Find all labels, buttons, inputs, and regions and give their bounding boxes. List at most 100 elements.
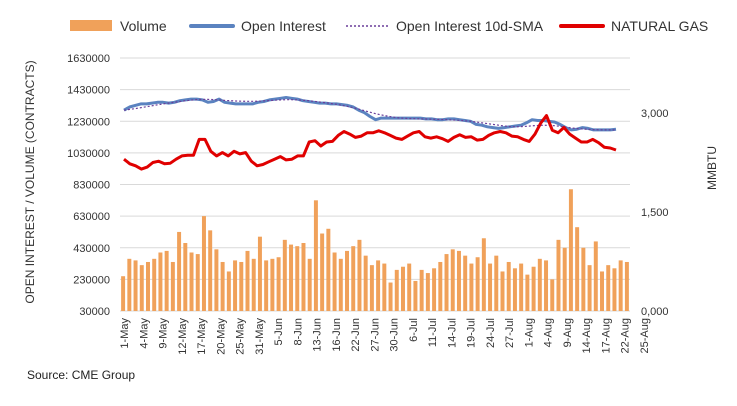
volume-bar xyxy=(332,252,337,311)
volume-bar xyxy=(438,261,443,311)
volume-bar xyxy=(276,257,281,311)
volume-bar xyxy=(158,252,163,311)
left-tick-label: 1430000 xyxy=(67,85,110,97)
volume-bar xyxy=(413,280,418,311)
volume-bar xyxy=(494,255,499,311)
volume-bar xyxy=(257,236,262,311)
volume-bar xyxy=(469,263,474,311)
volume-bar xyxy=(612,268,617,311)
volume-bar xyxy=(338,258,343,311)
volume-bar xyxy=(425,273,430,311)
volume-bar xyxy=(233,260,238,311)
volume-bar xyxy=(400,266,405,311)
x-tick-label: 11-Jul xyxy=(427,318,439,347)
volume-bar xyxy=(581,247,586,311)
left-tick-label: 1230000 xyxy=(67,116,110,128)
volume-bar xyxy=(624,261,629,311)
x-tick-label: 25-May xyxy=(235,318,247,355)
x-tick-label: 17-May xyxy=(196,318,208,355)
x-tick-label: 5-Jun xyxy=(273,318,285,346)
x-tick-label: 8-Jun xyxy=(292,318,304,346)
left-tick-label: 830000 xyxy=(73,180,110,192)
x-tick-label: 12-May xyxy=(177,318,189,355)
volume-bar xyxy=(506,261,511,311)
volume-bar xyxy=(600,271,605,311)
source-note: Source: CME Group xyxy=(27,368,136,382)
x-tick-label: 1-Aug xyxy=(523,318,535,347)
volume-bar xyxy=(544,260,549,311)
volume-bar xyxy=(419,269,424,311)
left-tick-label: 1030000 xyxy=(67,148,110,160)
volume-bar xyxy=(568,189,573,311)
volume-bar xyxy=(456,250,461,311)
volume-bar xyxy=(525,274,530,311)
volume-bar xyxy=(127,258,132,311)
volume-bar xyxy=(295,246,300,311)
volume-bar xyxy=(531,266,536,311)
x-tick-label: 27-Jun xyxy=(369,318,381,352)
volume-bar xyxy=(369,265,374,311)
volume-bar xyxy=(245,250,250,311)
x-tick-label: 1-May xyxy=(119,318,131,349)
volume-bar xyxy=(139,265,144,311)
open-interest-line xyxy=(123,96,617,132)
x-tick-label: 25-Aug xyxy=(639,318,651,353)
volume-bar xyxy=(475,257,480,311)
axes: OPEN INTEREST / VOLUME (CONTRACTS) MMBTU… xyxy=(23,53,719,355)
volume-bars xyxy=(121,189,629,311)
x-tick-label: 9-Aug xyxy=(562,318,574,347)
volume-bar xyxy=(562,247,567,311)
left-tick-label: 430000 xyxy=(73,243,110,255)
x-tick-label: 30-Jun xyxy=(389,318,401,352)
volume-bar xyxy=(556,239,561,311)
volume-bar xyxy=(239,261,244,311)
volume-bar xyxy=(345,250,350,311)
x-tick-label: 4-Aug xyxy=(543,318,555,347)
volume-bar xyxy=(208,230,213,311)
volume-bar xyxy=(307,258,312,311)
volume-bar xyxy=(121,276,126,311)
x-tick-label: 22-Jun xyxy=(350,318,362,352)
volume-bar xyxy=(481,238,486,311)
volume-bar xyxy=(301,243,306,311)
volume-bar xyxy=(195,254,200,311)
volume-bar xyxy=(512,268,517,311)
volume-bar xyxy=(326,228,331,311)
volume-bar xyxy=(407,263,412,311)
left-tick-label: 630000 xyxy=(73,211,110,223)
volume-bar xyxy=(606,265,611,311)
volume-bar xyxy=(320,233,325,311)
volume-bar xyxy=(220,261,225,311)
volume-bar xyxy=(376,260,381,311)
left-tick-label: 230000 xyxy=(73,274,110,286)
volume-bar xyxy=(177,231,182,311)
volume-bar xyxy=(537,258,542,311)
volume-bar xyxy=(351,246,356,311)
volume-bar xyxy=(500,271,505,311)
open-interest-sma-line xyxy=(123,98,616,131)
volume-bar xyxy=(133,260,138,311)
volume-bar xyxy=(519,263,524,311)
x-tick-label: 9-May xyxy=(158,318,170,349)
volume-bar xyxy=(444,254,449,311)
left-tick-label: 1630000 xyxy=(67,53,110,65)
volume-bar xyxy=(164,250,169,311)
x-tick-label: 31-May xyxy=(254,318,266,355)
volume-bar xyxy=(145,261,150,311)
volume-bar xyxy=(251,258,256,311)
right-tick-label: 3,000 xyxy=(641,108,669,120)
legend-swatch-volume xyxy=(70,20,112,31)
natural-gas-line xyxy=(123,114,617,171)
x-tick-label: 14-Aug xyxy=(581,318,593,353)
legend-label: Open Interest xyxy=(241,18,326,34)
x-tick-label: 6-Jul xyxy=(408,318,420,342)
legend-label: NATURAL GAS xyxy=(611,18,708,34)
volume-bar xyxy=(270,258,275,311)
volume-bar xyxy=(313,200,318,311)
x-tick-label: 14-Jul xyxy=(446,318,458,348)
volume-bar xyxy=(201,216,206,311)
right-axis-label: MMBTU xyxy=(705,146,719,190)
volume-bar xyxy=(214,249,219,311)
volume-bar xyxy=(189,252,194,311)
volume-bar xyxy=(282,239,287,311)
